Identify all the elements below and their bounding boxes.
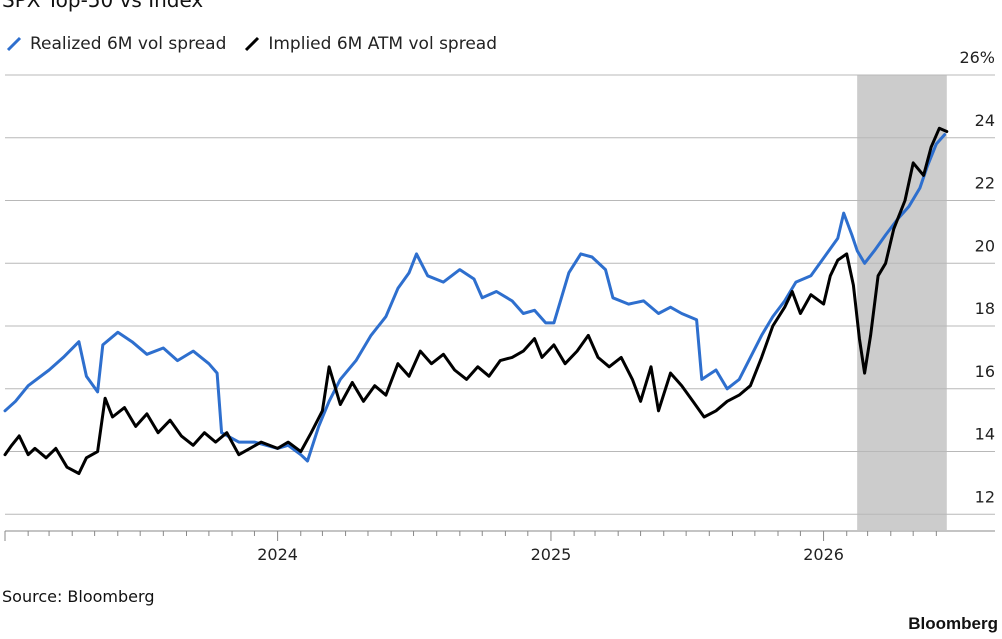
- chart-canvas: 12 14 16 18 20 22 24 26% 2024 2025 2026: [3, 48, 995, 564]
- y-tick-label: 26%: [959, 48, 995, 67]
- legend-swatch-implied: [244, 36, 260, 52]
- y-tick-label: 12: [975, 487, 995, 506]
- legend: Realized 6M vol spread Implied 6M ATM vo…: [6, 34, 515, 54]
- shaded-region: [857, 75, 947, 530]
- series-line-realized: [3, 133, 947, 463]
- y-tick-label: 14: [975, 425, 995, 444]
- x-tick-label: 2025: [531, 545, 572, 564]
- y-tick-label: 24: [975, 111, 995, 130]
- x-tick-label: 2026: [803, 545, 844, 564]
- source-note: Source: Bloomberg: [2, 587, 155, 606]
- y-tick-label: 22: [975, 174, 995, 193]
- chart-title: SPX Top-50 vs Index: [2, 0, 204, 12]
- legend-item-implied: Implied 6M ATM vol spread: [244, 34, 497, 54]
- y-tick-label: 18: [975, 299, 995, 318]
- y-tick-label: 16: [975, 362, 995, 381]
- legend-swatch-realized: [6, 36, 22, 52]
- x-tick-label: 2024: [257, 545, 298, 564]
- series-line-implied: [3, 126, 949, 475]
- bloomberg-logo: Bloomberg: [908, 614, 998, 633]
- legend-label-implied: Implied 6M ATM vol spread: [268, 34, 497, 54]
- legend-label-realized: Realized 6M vol spread: [30, 34, 227, 54]
- y-tick-label: 20: [975, 236, 995, 255]
- legend-item-realized: Realized 6M vol spread: [6, 34, 226, 54]
